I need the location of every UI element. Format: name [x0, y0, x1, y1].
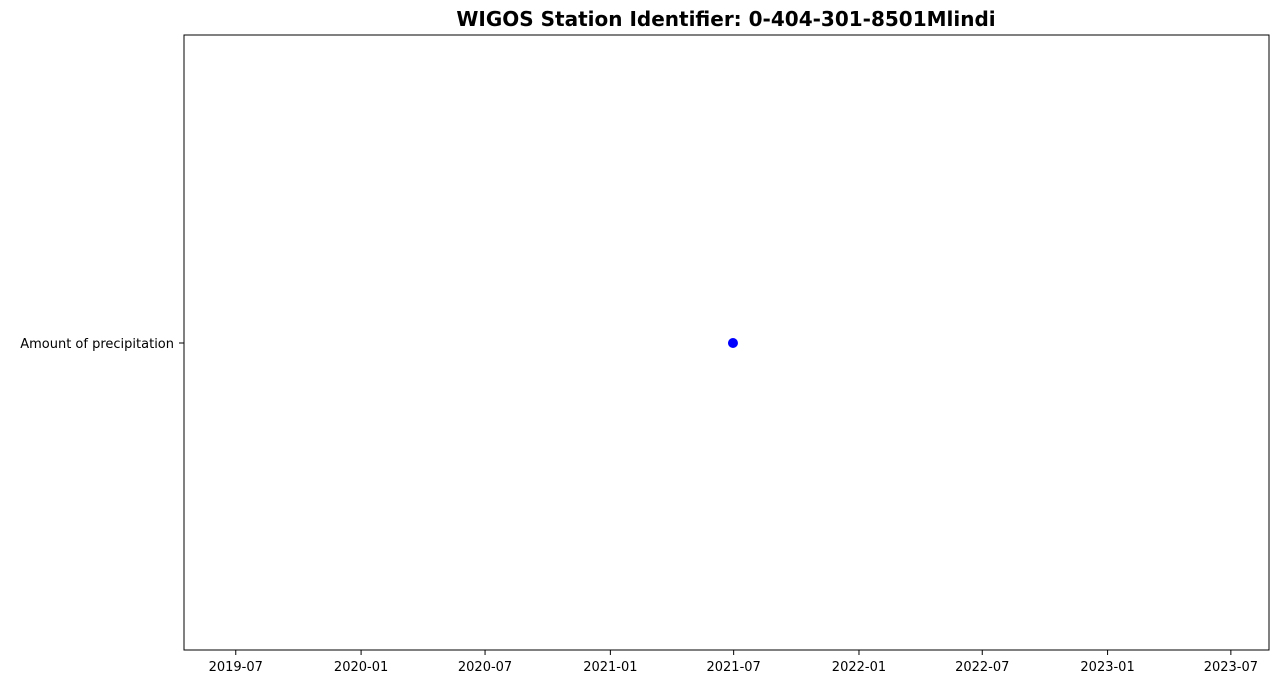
x-tick-label: 2020-01: [334, 660, 388, 675]
x-axis: 2019-07 2020-01 2020-07 2021-01 2021-07 2022-…: [209, 650, 1258, 675]
data-points: [727, 338, 738, 348]
data-point: [727, 338, 738, 348]
x-tick-label: 2020-07: [458, 660, 512, 675]
x-tick-label: 2023-01: [1080, 660, 1134, 675]
x-tick-label: 2021-07: [706, 660, 760, 675]
x-tick-label: 2022-01: [832, 660, 886, 675]
plot-area: [183, 34, 1270, 651]
x-tick-label: 2019-07: [209, 660, 263, 675]
y-tick-label: Amount of precipitation: [20, 337, 174, 352]
y-axis: Amount of precipitation: [20, 337, 184, 352]
x-tick-label: 2022-07: [955, 660, 1009, 675]
x-tick-label: 2021-01: [583, 660, 637, 675]
chart-title: WIGOS Station Identifier: 0-404-301-8501…: [456, 7, 995, 31]
x-tick-label: 2023-07: [1204, 660, 1258, 675]
